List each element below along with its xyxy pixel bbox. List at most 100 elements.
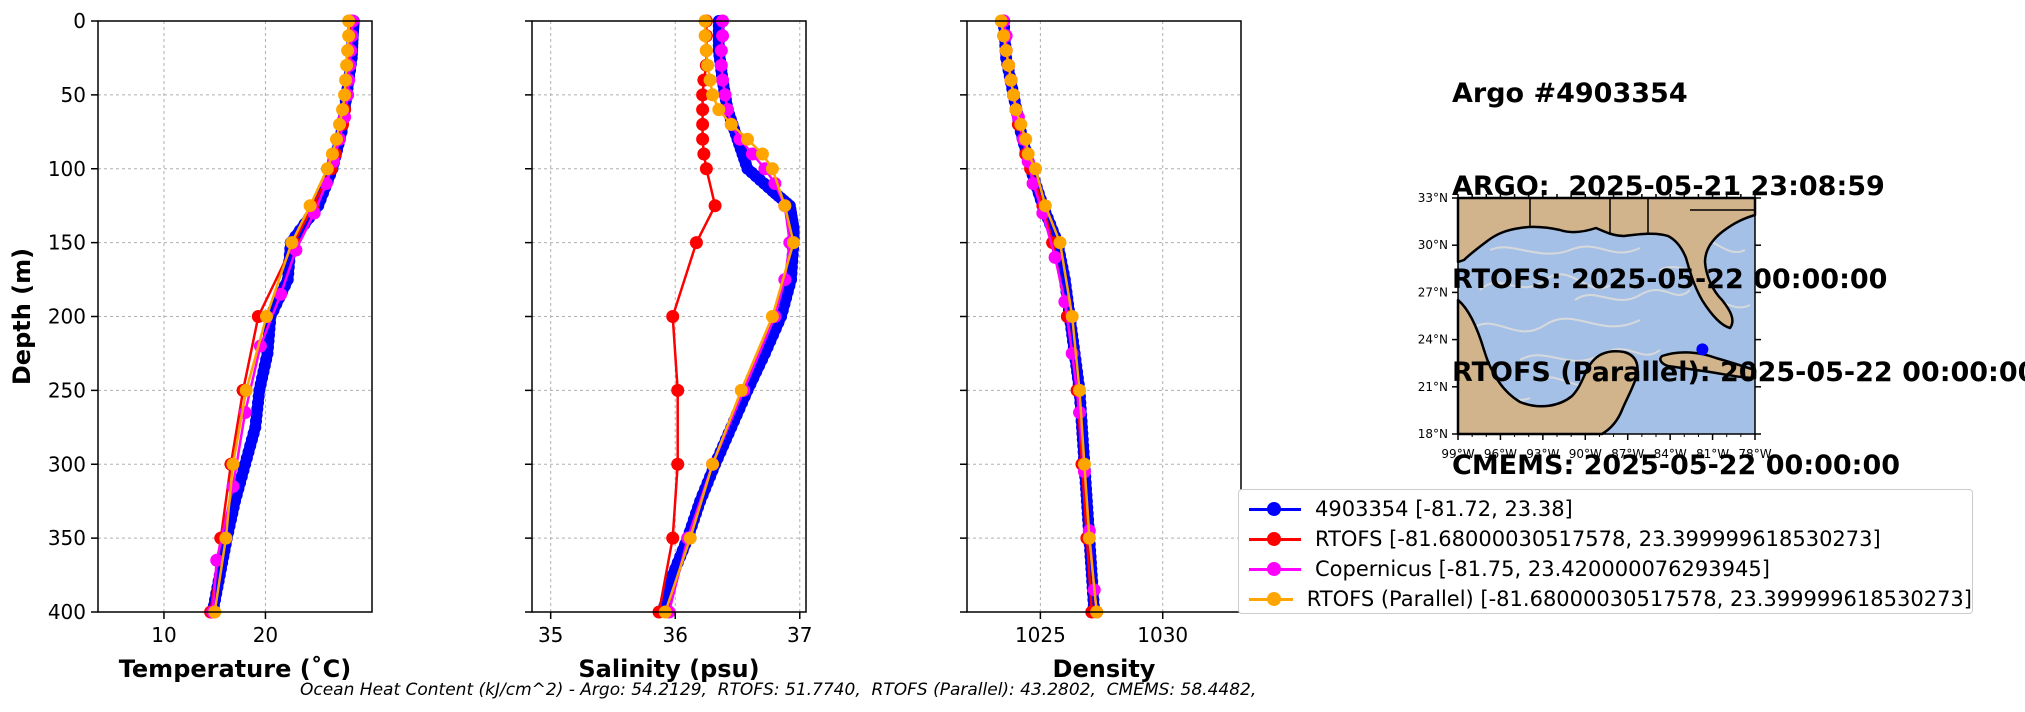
legend-label-rtofs: RTOFS [-81.68000030517578, 23.3999996185… xyxy=(1315,527,1881,551)
y-axis-label: Depth (m) xyxy=(8,248,36,385)
data-point-rtofs-parallel xyxy=(1002,58,1016,72)
x-tick-label: 35 xyxy=(538,623,563,647)
data-point-copernicus xyxy=(210,553,224,567)
data-point-rtofs-parallel xyxy=(1014,117,1028,131)
salinity-panel: 35 36 37 Salinity (psu) xyxy=(525,14,812,683)
map-lon-label: 87°W xyxy=(1611,447,1644,461)
map-land xyxy=(1456,196,1757,436)
density-panel: 1025 1030 Density xyxy=(960,14,1242,683)
data-point-rtofs-parallel xyxy=(325,147,339,161)
map-lon-label: 81°W xyxy=(1696,447,1729,461)
data-point-rtofs-parallel xyxy=(1053,236,1067,250)
y-tick-label: 150 xyxy=(48,231,86,255)
map-graticule-labels: 99°W 96°W 93°W 90°W 87°W 84°W 81°W 78°W 18°N 21°N… xyxy=(1418,191,1772,461)
data-point-rtofs-parallel xyxy=(1019,132,1033,146)
data-point-rtofs-parallel xyxy=(1077,457,1091,471)
data-point-rtofs-parallel xyxy=(765,162,779,176)
data-point-rtofs xyxy=(666,531,680,545)
data-point-rtofs-parallel xyxy=(341,44,355,58)
data-point-rtofs-parallel xyxy=(683,531,697,545)
data-point-rtofs-parallel xyxy=(285,236,299,250)
legend: 4903354 [-81.72, 23.38] RTOFS [-81.68000… xyxy=(1238,489,1973,614)
map-lon-label: 99°W xyxy=(1441,447,1474,461)
rtofs-parallel-time-line: RTOFS (Parallel): 2025-05-22 00:00:00 xyxy=(1452,357,2025,388)
data-point-rtofs-parallel xyxy=(320,162,334,176)
argo-time-line: ARGO: 2025-05-21 23:08:59 xyxy=(1452,171,1885,202)
map-borders xyxy=(1529,198,1755,235)
data-point-rtofs-parallel xyxy=(226,457,240,471)
float-marker xyxy=(1696,343,1709,356)
map-lat-label: 27°N xyxy=(1418,285,1448,299)
data-point-rtofs xyxy=(696,88,710,102)
data-point-rtofs-parallel xyxy=(329,132,343,146)
legend-label-copernicus: Copernicus [-81.75, 23.420000076293945] xyxy=(1315,557,1770,581)
y-tick-label: 0 xyxy=(73,9,86,33)
x-tick-label: 20 xyxy=(253,623,278,647)
data-point-rtofs-parallel xyxy=(333,117,347,131)
x-tick-label: 36 xyxy=(663,623,688,647)
map-lat-label: 18°N xyxy=(1418,427,1448,441)
data-point-rtofs-parallel xyxy=(338,88,352,102)
data-point-copernicus xyxy=(226,479,240,493)
data-point-copernicus xyxy=(714,58,728,72)
data-point-rtofs-parallel xyxy=(339,73,353,87)
map-frame xyxy=(1457,197,1756,435)
data-point-rtofs xyxy=(671,383,685,397)
y-tick-label: 400 xyxy=(48,600,86,624)
data-point-rtofs-parallel xyxy=(1029,162,1042,176)
legend-entry-rtofs-parallel: RTOFS (Parallel) [-81.68000030517578, 23… xyxy=(1239,584,1972,614)
data-point-rtofs xyxy=(666,310,680,323)
gulf-map-inset: 99°W 96°W 93°W 90°W 87°W 84°W 81°W 78°W 18°N 21°N… xyxy=(1418,191,1772,461)
legend-swatch-rtofs xyxy=(1245,529,1305,549)
data-point-rtofs-parallel xyxy=(724,117,738,131)
float-info-title: Argo #4903354 ARGO: 2025-05-21 23:08:59 … xyxy=(1452,16,2025,512)
data-point-rtofs xyxy=(696,132,710,146)
legend-entry-argo: 4903354 [-81.72, 23.38] xyxy=(1239,494,1972,524)
data-point-rtofs xyxy=(696,103,710,117)
data-point-rtofs-parallel xyxy=(712,103,726,117)
data-point-rtofs-parallel xyxy=(1006,88,1020,102)
data-point-rtofs-parallel xyxy=(999,44,1013,58)
data-point-rtofs-parallel xyxy=(1021,147,1035,161)
data-point-rtofs-parallel xyxy=(706,457,720,471)
data-point-rtofs-parallel xyxy=(765,310,779,323)
data-point-rtofs-parallel xyxy=(699,44,713,58)
data-point-rtofs-parallel xyxy=(239,383,253,397)
data-point-rtofs-parallel xyxy=(340,58,354,72)
data-point-rtofs xyxy=(696,117,710,131)
x-tick-label: 37 xyxy=(787,623,812,647)
data-point-rtofs-parallel xyxy=(1082,531,1096,545)
y-tick-label: 350 xyxy=(48,526,86,550)
data-point-copernicus xyxy=(716,29,730,43)
map-lat-label: 30°N xyxy=(1418,238,1448,252)
cmems-time-line: CMEMS: 2025-05-22 00:00:00 xyxy=(1452,450,1901,481)
data-point-copernicus xyxy=(274,287,288,301)
rtofs-time-line: RTOFS: 2025-05-22 00:00:00 xyxy=(1452,264,1888,295)
data-point-copernicus xyxy=(718,88,732,102)
data-point-rtofs-parallel xyxy=(703,73,717,87)
map-lon-label: 90°W xyxy=(1569,447,1602,461)
data-point-rtofs-parallel xyxy=(259,310,273,323)
y-tick-label: 300 xyxy=(48,452,86,476)
map-lon-label: 84°W xyxy=(1654,447,1687,461)
data-point-rtofs-parallel xyxy=(787,236,801,250)
x-axis-label: Temperature (˚C) xyxy=(119,655,352,683)
y-tick-label: 200 xyxy=(48,305,86,329)
profile-panels: 0 50 100 150 200 250 300 350 400 10 20 Temperature … xyxy=(8,9,1242,683)
legend-swatch-argo xyxy=(1245,499,1305,519)
map-lat-label: 21°N xyxy=(1418,380,1448,394)
legend-swatch-rtofs-parallel xyxy=(1245,589,1297,609)
data-point-copernicus xyxy=(716,73,730,87)
x-tick-label: 1025 xyxy=(1015,623,1066,647)
data-point-rtofs-parallel xyxy=(303,199,317,213)
axes-frame xyxy=(966,20,1242,613)
data-point-rtofs-parallel xyxy=(219,531,233,545)
data-point-rtofs xyxy=(697,147,711,161)
data-point-copernicus xyxy=(1073,406,1087,420)
map-lat-label: 24°N xyxy=(1418,333,1448,347)
x-tick-label: 1030 xyxy=(1137,623,1188,647)
y-tick-label: 250 xyxy=(48,378,86,402)
map-lon-label: 78°W xyxy=(1738,447,1771,461)
float-id-line: Argo #4903354 xyxy=(1452,78,1688,109)
